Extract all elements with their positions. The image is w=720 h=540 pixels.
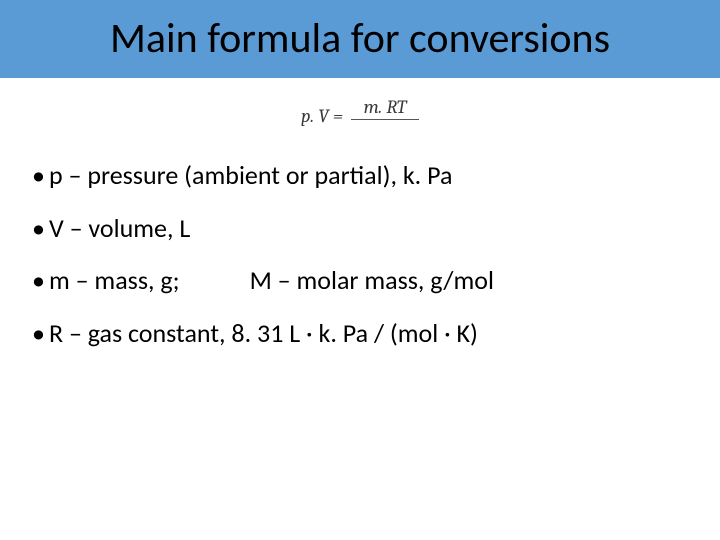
- bullet-text: m – mass, g;: [49, 264, 180, 296]
- formula-lhs: p. V =: [301, 105, 343, 127]
- bullet-pair-right: M – molar mass, g/mol: [250, 266, 494, 295]
- slide: Main formula for conversions p. V = m. R…: [0, 0, 720, 540]
- bullet-text: V – volume, L: [49, 212, 190, 244]
- formula-numerator: m. RT: [362, 98, 409, 119]
- bullet-item: •p – pressure (ambient or partial), k. P…: [32, 161, 680, 190]
- title-bar: Main formula for conversions: [0, 0, 720, 78]
- bullet-marker: •: [32, 264, 45, 296]
- slide-title: Main formula for conversions: [110, 13, 610, 64]
- formula-denominator: [351, 119, 419, 135]
- bullet-text: R – gas constant, 8. 31 L · k. Pa / (mol…: [49, 317, 478, 349]
- bullet-item: •R – gas constant, 8. 31 L · k. Pa / (mo…: [32, 319, 680, 348]
- formula-area: p. V = m. RT: [0, 98, 720, 135]
- bullet-marker: •: [32, 159, 45, 191]
- bullet-item: •m – mass, g; M – molar mass, g/mol: [32, 266, 680, 295]
- bullet-list: •p – pressure (ambient or partial), k. P…: [0, 161, 720, 347]
- bullet-marker: •: [32, 317, 45, 349]
- bullet-text: p – pressure (ambient or partial), k. Pa: [49, 159, 452, 191]
- bullet-pair-left: •m – mass, g;: [32, 266, 180, 295]
- bullet-item: •V – volume, L: [32, 214, 680, 243]
- formula-fraction: m. RT: [351, 98, 419, 135]
- bullet-marker: •: [32, 212, 45, 244]
- ideal-gas-formula: p. V = m. RT: [301, 98, 419, 135]
